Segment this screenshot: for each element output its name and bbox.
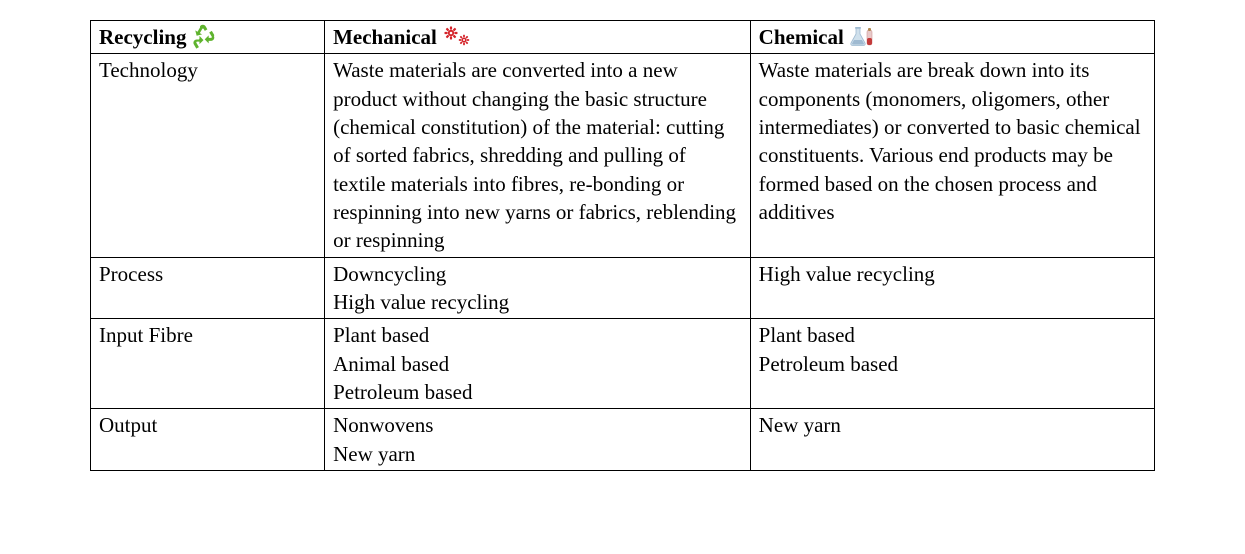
header-recycling: Recycling bbox=[91, 21, 325, 54]
cell-mechanical: Nonwovens New yarn bbox=[325, 409, 751, 471]
flask-icon bbox=[850, 25, 876, 49]
header-mechanical-label: Mechanical bbox=[333, 23, 437, 51]
recycling-comparison-table: Recycling Mechanical bbox=[90, 20, 1155, 471]
table-header-row: Recycling Mechanical bbox=[91, 21, 1155, 54]
cell-mechanical: Plant based Animal based Petroleum based bbox=[325, 319, 751, 409]
cell-chemical: Plant based Petroleum based bbox=[750, 319, 1154, 409]
cell-mechanical: Downcycling High value recycling bbox=[325, 257, 751, 319]
header-chemical-label: Chemical bbox=[759, 23, 844, 51]
row-label: Output bbox=[91, 409, 325, 471]
header-mechanical: Mechanical bbox=[325, 21, 751, 54]
cell-chemical: New yarn bbox=[750, 409, 1154, 471]
table-row: Technology Waste materials are converted… bbox=[91, 54, 1155, 257]
recycle-icon bbox=[192, 24, 218, 50]
table-row: Input Fibre Plant based Animal based Pet… bbox=[91, 319, 1155, 409]
header-chemical: Chemical bbox=[750, 21, 1154, 54]
cell-mechanical: Waste materials are converted into a new… bbox=[325, 54, 751, 257]
table-row: Output Nonwovens New yarn New yarn bbox=[91, 409, 1155, 471]
gears-icon bbox=[443, 25, 473, 49]
cell-chemical: Waste materials are break down into its … bbox=[750, 54, 1154, 257]
row-label: Input Fibre bbox=[91, 319, 325, 409]
cell-chemical: High value recycling bbox=[750, 257, 1154, 319]
header-recycling-label: Recycling bbox=[99, 23, 186, 51]
table-row: Process Downcycling High value recycling… bbox=[91, 257, 1155, 319]
row-label: Technology bbox=[91, 54, 325, 257]
row-label: Process bbox=[91, 257, 325, 319]
